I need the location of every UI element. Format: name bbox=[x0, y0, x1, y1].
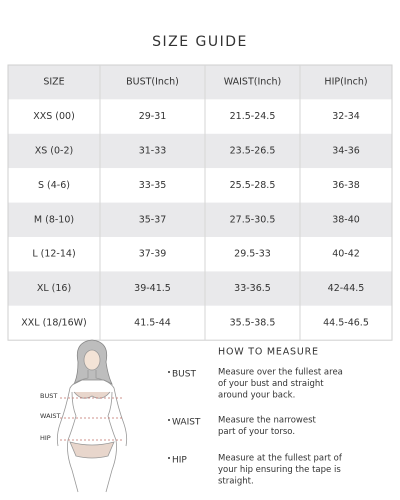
table-cell: 27.5-30.5 bbox=[230, 214, 276, 225]
measure-description: part of your torso. bbox=[218, 427, 295, 437]
measure-description: straight. bbox=[218, 477, 254, 487]
table-cell: 33-36.5 bbox=[234, 283, 271, 294]
row-bg bbox=[8, 133, 392, 169]
table-cell: XXL (18/16W) bbox=[21, 318, 87, 329]
table-cell: 41.5-44 bbox=[134, 318, 171, 329]
table-cell: L (12-14) bbox=[32, 249, 75, 260]
column-header: SIZE bbox=[43, 77, 64, 88]
measure-description: Measure the narrowest bbox=[218, 416, 317, 426]
table-cell: 31-33 bbox=[139, 146, 167, 157]
row-bg bbox=[8, 237, 392, 272]
table-cell: XL (16) bbox=[37, 283, 71, 294]
measure-label: WAIST bbox=[172, 418, 201, 428]
row-bg bbox=[8, 305, 392, 341]
column-header: HIP(Inch) bbox=[324, 77, 367, 88]
bullet bbox=[168, 419, 170, 421]
table-cell: S (4-6) bbox=[38, 180, 70, 191]
table-cell: 29-31 bbox=[139, 111, 167, 122]
table-cell: 40-42 bbox=[332, 249, 360, 260]
row-bg bbox=[8, 99, 392, 134]
table-cell: 34-36 bbox=[332, 146, 360, 157]
size-table: SIZE BUST(Inch) WAIST(Inch) HIP(Inch) XXS (0… bbox=[7, 64, 393, 341]
figure-labels: BUST WAIST HIP bbox=[40, 392, 61, 442]
row-bg bbox=[8, 168, 392, 203]
table-cell: 23.5-26.5 bbox=[230, 146, 276, 157]
table-cell: 21.5-24.5 bbox=[230, 111, 276, 122]
table-cell: 36-38 bbox=[332, 180, 360, 191]
table-cell: 25.5-28.5 bbox=[230, 180, 276, 191]
bullet bbox=[168, 457, 170, 459]
table-border bbox=[7, 64, 393, 341]
table-cell: M (8-10) bbox=[34, 214, 74, 225]
table-cell: 44.5-46.5 bbox=[323, 318, 369, 329]
measure-description: Measure over the fullest area bbox=[218, 368, 343, 378]
column-header: WAIST(Inch) bbox=[224, 77, 282, 88]
table-cell: XXS (00) bbox=[33, 111, 75, 122]
measure-description: of your bust and straight bbox=[218, 379, 324, 389]
how-to-measure-title: HOW TO MEASURE bbox=[218, 347, 319, 358]
measure-description: your hip ensuring the tape is bbox=[218, 465, 341, 475]
bullet bbox=[168, 371, 170, 373]
measure-label: HIP bbox=[172, 456, 187, 466]
table-cell: 37-39 bbox=[139, 249, 167, 260]
title: SIZE GUIDE bbox=[152, 34, 248, 50]
table-cell: 42-44.5 bbox=[328, 283, 365, 294]
table-cell: 29.5-33 bbox=[234, 249, 271, 260]
table-cell: 38-40 bbox=[332, 214, 360, 225]
figure-label: WAIST bbox=[40, 412, 61, 420]
table-cell: XS (0-2) bbox=[35, 146, 74, 157]
row-bg bbox=[8, 271, 392, 306]
measure-label: BUST bbox=[172, 370, 196, 380]
measure-description: around your back. bbox=[218, 391, 295, 401]
table-cell: 32-34 bbox=[332, 111, 360, 122]
figure-label: HIP bbox=[40, 434, 51, 442]
figure-illustration bbox=[56, 339, 128, 493]
table-cell: 35-37 bbox=[139, 214, 167, 225]
measure-description: Measure at the fullest part of bbox=[218, 454, 343, 464]
column-header: BUST(Inch) bbox=[126, 77, 179, 88]
table-cell: 33-35 bbox=[139, 180, 167, 191]
header-row-bg bbox=[8, 65, 392, 100]
row-bg bbox=[8, 202, 392, 237]
table-cell: 35.5-38.5 bbox=[230, 318, 276, 329]
table-cell: 39-41.5 bbox=[134, 283, 171, 294]
figure-label: BUST bbox=[40, 392, 57, 400]
